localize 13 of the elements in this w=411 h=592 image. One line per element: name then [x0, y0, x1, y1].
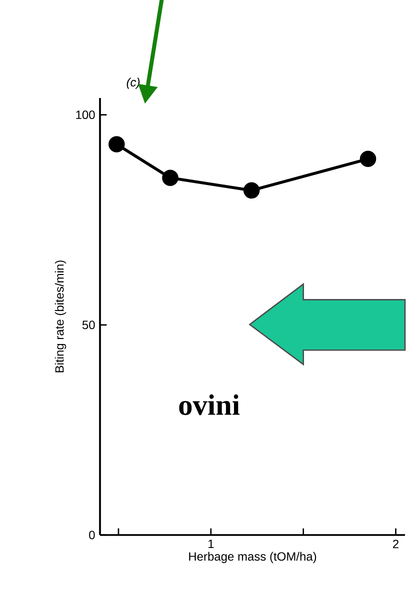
y-tick-label: 0	[89, 530, 95, 540]
x-tick-label: 1	[208, 540, 214, 548]
point	[162, 170, 178, 186]
text: (c)	[126, 78, 140, 89]
y-tick-label: 100	[76, 110, 95, 120]
x-tick-label: 2	[393, 540, 398, 548]
annotation: ovini	[179, 394, 240, 416]
point	[360, 150, 376, 168]
y-tick-label: 50	[82, 320, 95, 330]
y-axis-title: Biting rate (bites/min)	[54, 260, 66, 372]
point	[243, 182, 260, 199]
x-axis-title: Herbage mass (tOM/ha)	[189, 552, 316, 564]
point	[108, 136, 125, 152]
